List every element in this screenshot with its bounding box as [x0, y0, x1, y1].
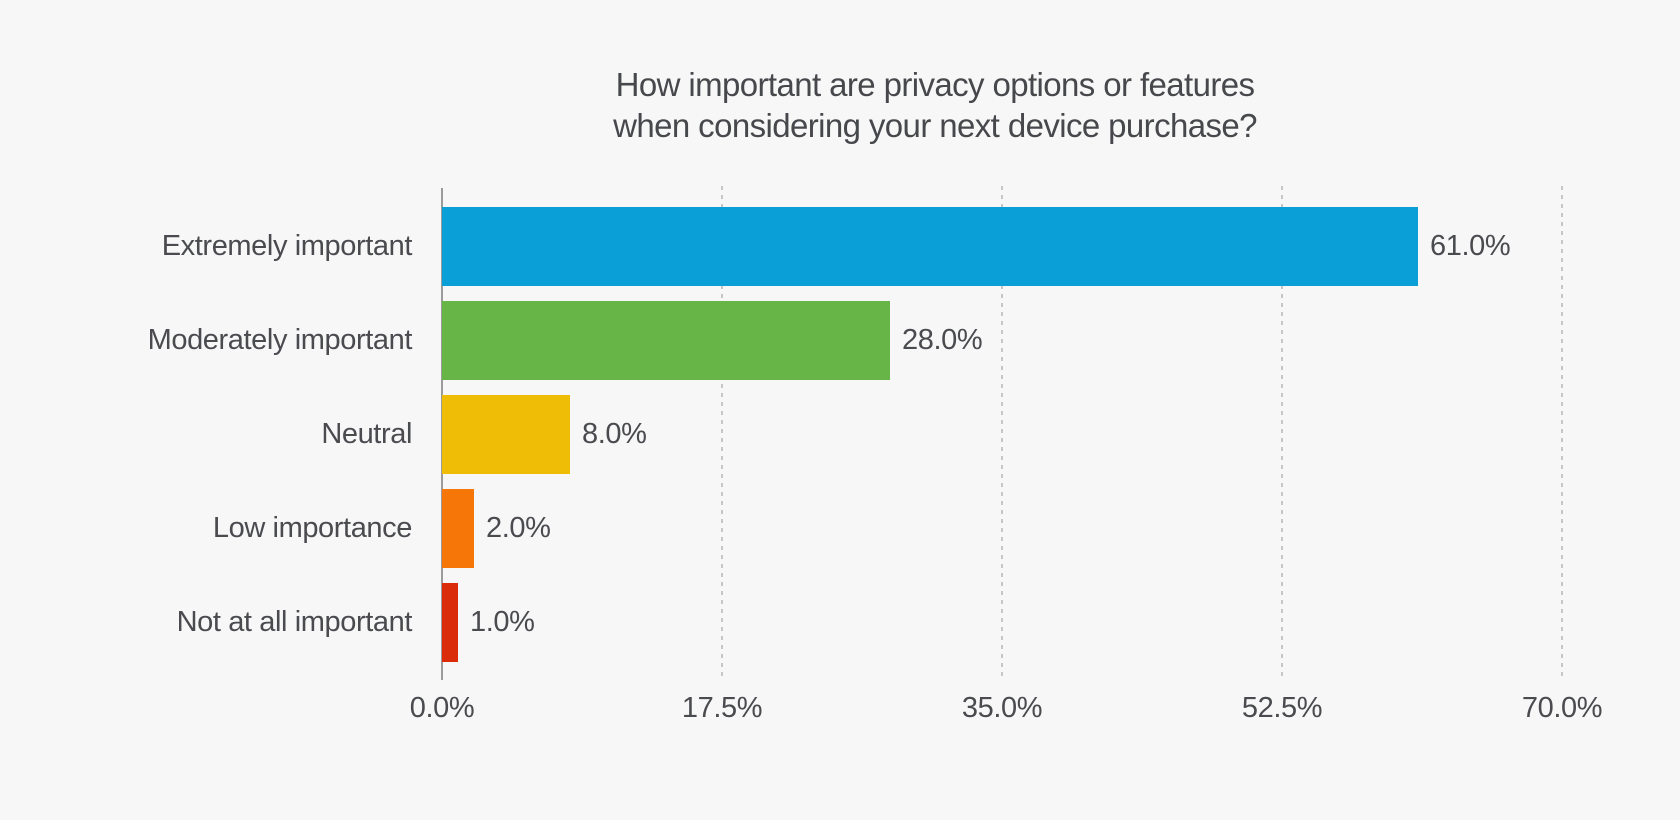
value-label: 2.0% [486, 512, 551, 544]
x-tick-label: 70.0% [1521, 692, 1603, 724]
bar [442, 489, 474, 568]
gridline [1561, 186, 1563, 680]
x-tick-label: 52.5% [1241, 692, 1323, 724]
bar [442, 395, 570, 474]
chart-title: How important are privacy options or fea… [613, 64, 1257, 146]
gridline [721, 186, 723, 680]
bar [442, 583, 458, 662]
x-tick-label: 0.0% [409, 692, 475, 724]
category-label: Low importance [212, 512, 413, 544]
value-label: 28.0% [902, 324, 983, 356]
bar [442, 207, 1418, 286]
value-label: 61.0% [1430, 230, 1511, 262]
chart-title-line-2: when considering your next device purcha… [613, 107, 1257, 144]
x-tick-label: 35.0% [961, 692, 1043, 724]
chart-title-line-1: How important are privacy options or fea… [615, 66, 1255, 103]
gridline [1001, 186, 1003, 680]
category-label: Moderately important [147, 324, 413, 356]
value-label: 1.0% [470, 606, 535, 638]
category-label: Neutral [321, 418, 412, 450]
gridline [1281, 186, 1283, 680]
category-label: Not at all important [176, 606, 413, 638]
category-label: Extremely important [161, 230, 413, 262]
value-label: 8.0% [582, 418, 647, 450]
bar [442, 301, 890, 380]
x-tick-label: 17.5% [681, 692, 763, 724]
